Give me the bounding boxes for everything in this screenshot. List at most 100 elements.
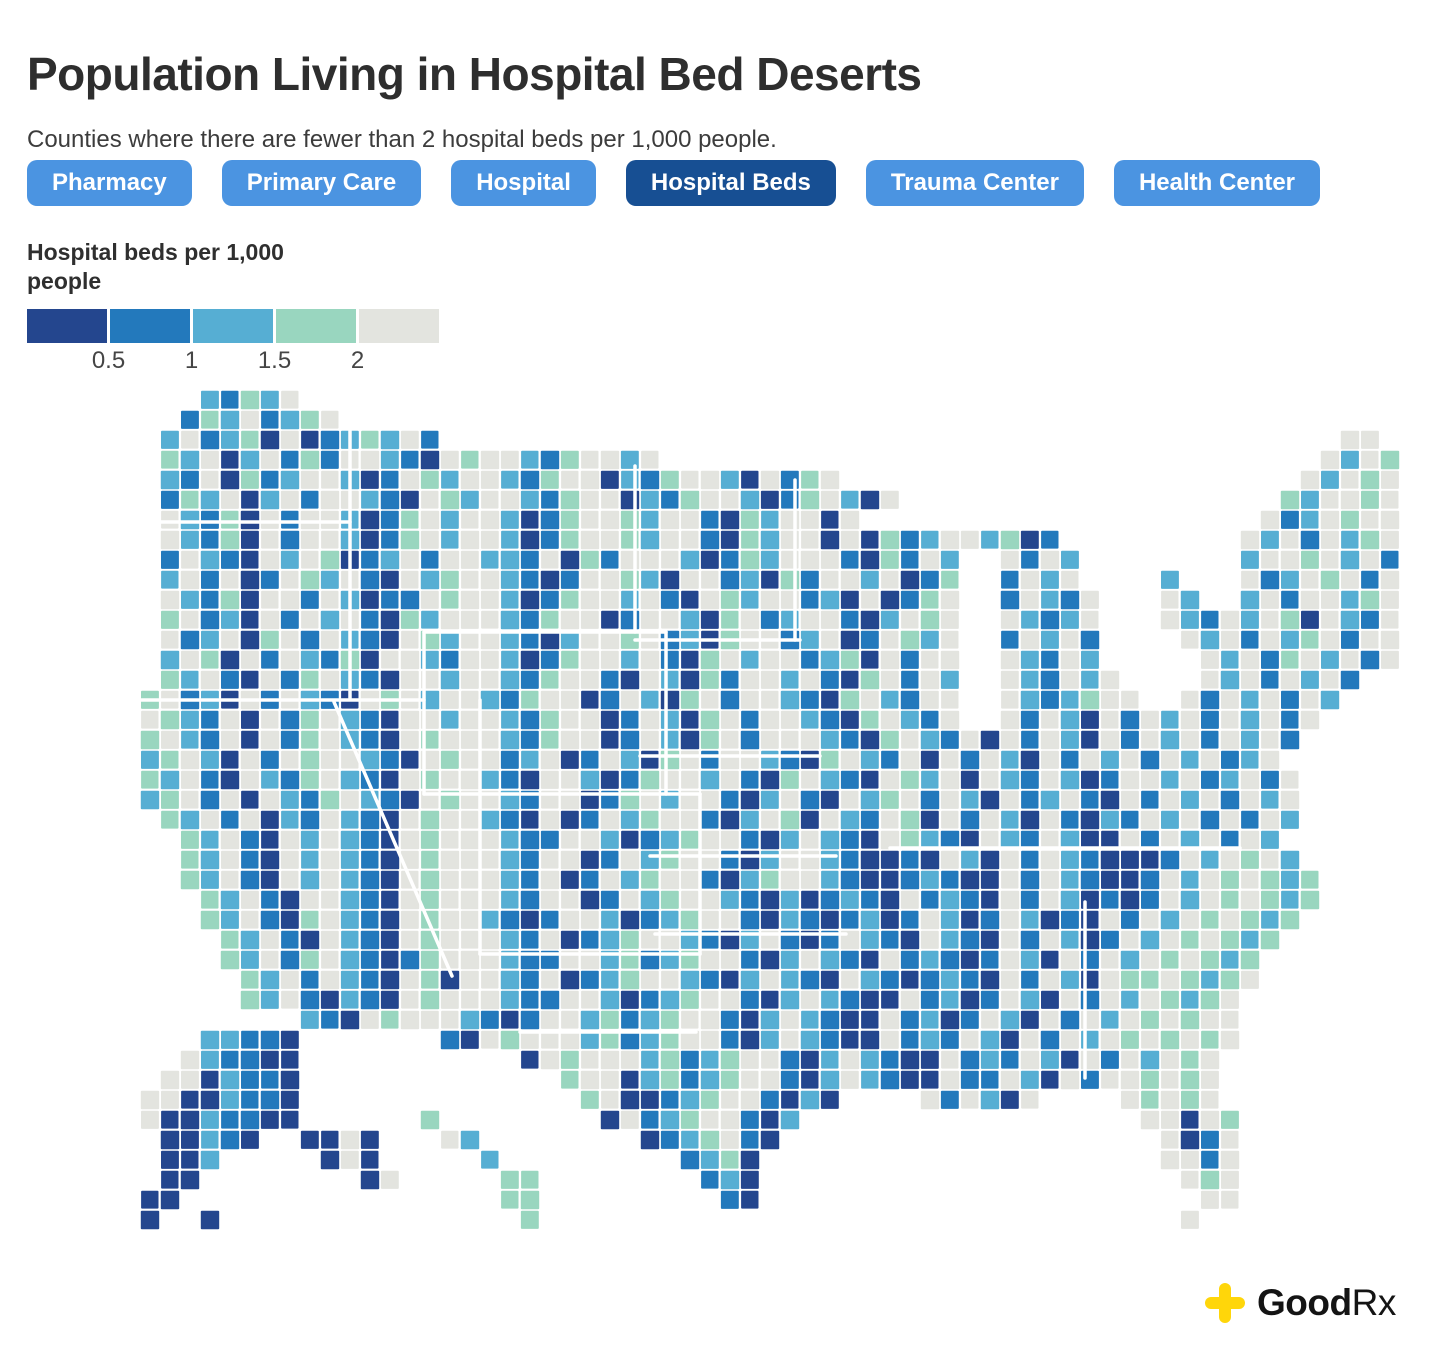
county-cell[interactable] (1341, 530, 1359, 549)
county-cell[interactable] (460, 970, 479, 989)
county-cell[interactable] (280, 610, 299, 629)
county-cell[interactable] (621, 770, 639, 789)
county-cell[interactable] (800, 550, 820, 570)
county-cell[interactable] (840, 630, 860, 650)
county-cell[interactable] (1301, 690, 1319, 709)
county-cell[interactable] (241, 970, 259, 989)
county-cell[interactable] (880, 910, 899, 929)
filter-button-hospital-beds[interactable]: Hospital Beds (625, 160, 836, 206)
county-cell[interactable] (600, 930, 620, 950)
county-cell[interactable] (560, 1030, 580, 1050)
county-cell[interactable] (1000, 1070, 1020, 1090)
county-cell[interactable] (220, 530, 240, 550)
county-cell[interactable] (360, 990, 380, 1010)
county-cell[interactable] (220, 770, 240, 790)
county-cell[interactable] (601, 850, 619, 869)
county-cell[interactable] (760, 610, 779, 629)
county-cell[interactable] (341, 870, 359, 889)
county-cell[interactable] (420, 1110, 440, 1130)
county-cell[interactable] (1201, 830, 1219, 849)
county-cell[interactable] (700, 490, 719, 509)
county-cell[interactable] (920, 1090, 940, 1110)
county-cell[interactable] (160, 590, 180, 610)
county-cell[interactable] (681, 530, 699, 549)
county-cell[interactable] (641, 1050, 659, 1069)
county-cell[interactable] (701, 510, 719, 529)
county-cell[interactable] (921, 530, 939, 549)
county-cell[interactable] (260, 1110, 279, 1129)
county-cell[interactable] (261, 410, 279, 429)
county-cell[interactable] (840, 690, 860, 710)
county-cell[interactable] (520, 730, 539, 749)
county-cell[interactable] (180, 870, 200, 890)
county-cell[interactable] (801, 590, 819, 609)
county-cell[interactable] (421, 490, 439, 509)
county-cell[interactable] (261, 650, 279, 669)
county-cell[interactable] (1281, 570, 1299, 589)
county-cell[interactable] (1221, 890, 1239, 909)
county-cell[interactable] (840, 990, 860, 1010)
county-cell[interactable] (680, 550, 700, 570)
county-cell[interactable] (300, 650, 319, 669)
county-cell[interactable] (1161, 570, 1179, 589)
county-cell[interactable] (661, 1090, 679, 1109)
county-cell[interactable] (281, 930, 299, 949)
county-cell[interactable] (501, 890, 519, 909)
county-cell[interactable] (360, 890, 379, 909)
county-cell[interactable] (800, 690, 819, 709)
county-cell[interactable] (1241, 630, 1259, 649)
county-cell[interactable] (960, 1050, 980, 1070)
county-cell[interactable] (620, 1030, 640, 1050)
county-cell[interactable] (821, 690, 839, 709)
county-cell[interactable] (1281, 870, 1299, 889)
county-cell[interactable] (520, 890, 540, 910)
county-cell[interactable] (1380, 570, 1400, 590)
county-cell[interactable] (380, 570, 399, 589)
county-cell[interactable] (260, 810, 279, 829)
county-cell[interactable] (1201, 890, 1219, 909)
county-cell[interactable] (1161, 830, 1179, 849)
county-cell[interactable] (1321, 670, 1339, 689)
county-cell[interactable] (740, 850, 760, 870)
county-cell[interactable] (1040, 670, 1060, 690)
county-cell[interactable] (460, 830, 480, 850)
county-cell[interactable] (300, 1010, 319, 1029)
county-cell[interactable] (1120, 710, 1140, 730)
county-cell[interactable] (701, 870, 719, 889)
county-cell[interactable] (1000, 530, 1020, 550)
county-cell[interactable] (860, 870, 879, 889)
county-cell[interactable] (1261, 650, 1279, 669)
county-cell[interactable] (980, 970, 1000, 990)
county-cell[interactable] (221, 790, 239, 809)
county-cell[interactable] (221, 450, 239, 469)
county-cell[interactable] (760, 670, 779, 689)
county-cell[interactable] (1321, 470, 1339, 489)
county-cell[interactable] (460, 1030, 479, 1049)
county-cell[interactable] (541, 670, 559, 689)
county-cell[interactable] (260, 570, 279, 589)
county-cell[interactable] (201, 830, 219, 849)
county-cell[interactable] (180, 570, 200, 590)
county-cell[interactable] (360, 930, 380, 950)
county-cell[interactable] (580, 590, 600, 610)
county-cell[interactable] (340, 890, 360, 910)
county-cell[interactable] (480, 510, 500, 530)
county-cell[interactable] (160, 470, 180, 490)
county-cell[interactable] (720, 890, 739, 909)
county-cell[interactable] (280, 910, 299, 929)
county-cell[interactable] (160, 1070, 180, 1090)
county-cell[interactable] (960, 750, 980, 770)
county-cell[interactable] (1301, 870, 1319, 889)
county-cell[interactable] (760, 850, 779, 869)
county-cell[interactable] (201, 890, 219, 909)
county-cell[interactable] (1061, 790, 1079, 809)
county-cell[interactable] (1141, 970, 1159, 989)
county-cell[interactable] (501, 470, 519, 489)
county-cell[interactable] (941, 810, 959, 829)
county-cell[interactable] (1041, 930, 1059, 949)
county-cell[interactable] (201, 1130, 219, 1149)
county-cell[interactable] (780, 1050, 800, 1070)
county-cell[interactable] (320, 450, 339, 469)
county-cell[interactable] (380, 450, 399, 469)
county-cell[interactable] (380, 910, 400, 930)
